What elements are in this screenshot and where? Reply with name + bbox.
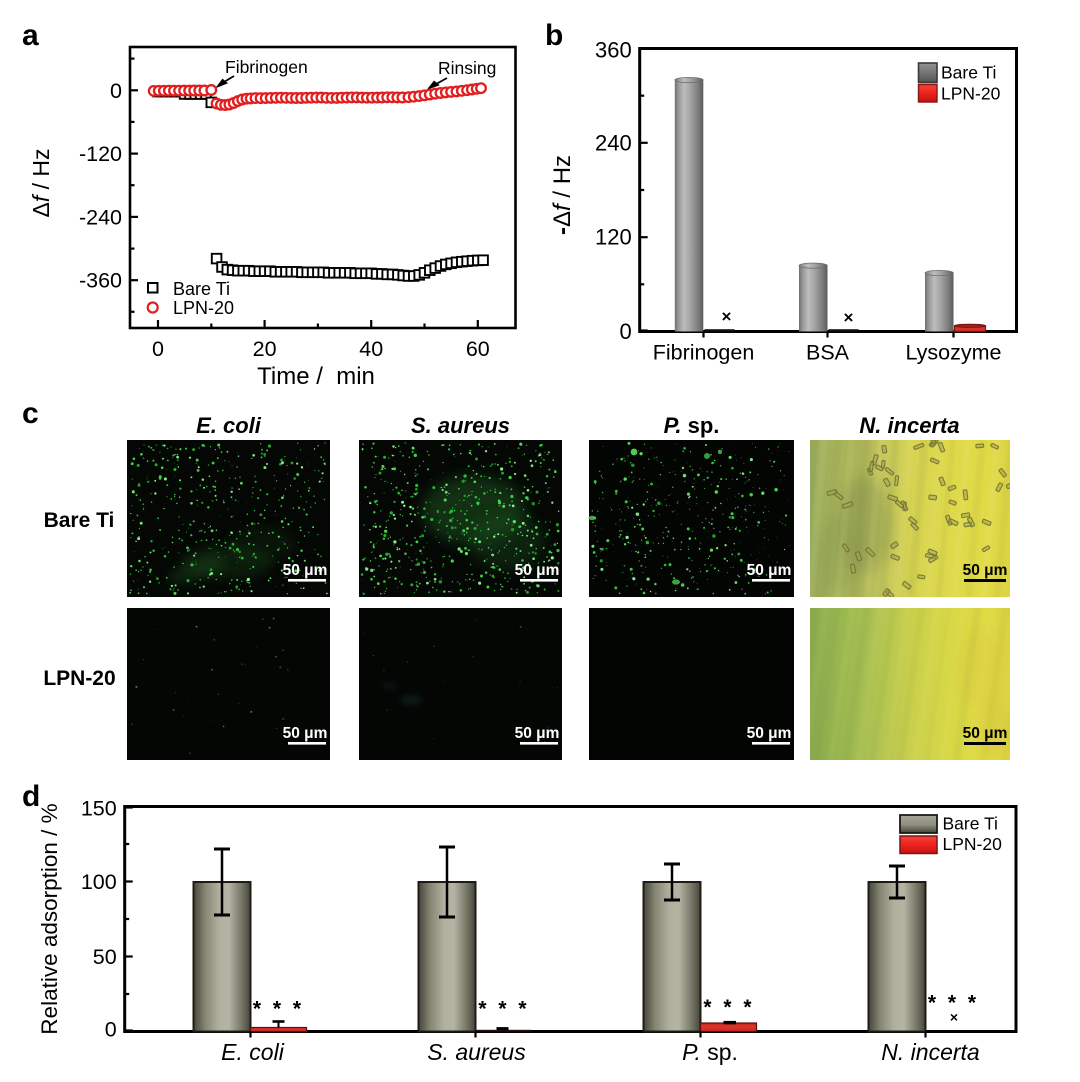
svg-text:Fibrinogen: Fibrinogen [225,57,308,77]
svg-text:0: 0 [110,79,122,103]
svg-text:×: × [722,307,732,326]
svg-text:0: 0 [619,319,631,344]
svg-text:E. coli: E. coli [196,413,262,438]
svg-text:50 μm: 50 μm [747,725,792,742]
svg-text:×: × [844,308,854,327]
svg-text:d: d [22,780,40,813]
svg-text:Rinsing: Rinsing [438,58,496,78]
svg-text:Bare Ti: Bare Ti [943,814,998,834]
svg-text:Δf / Hz: Δf / Hz [28,148,54,217]
svg-text:50 μm: 50 μm [963,725,1008,742]
svg-text:-240: -240 [79,205,122,229]
svg-text:P. sp.: P. sp. [664,413,720,438]
svg-text:-Δf / Hz: -Δf / Hz [549,155,576,235]
svg-text:Bare Ti: Bare Ti [44,509,115,532]
svg-text:100: 100 [81,870,117,894]
svg-text:50: 50 [93,945,117,969]
svg-text:E. coli: E. coli [221,1039,285,1065]
svg-text:LPN-20: LPN-20 [43,667,115,690]
svg-text:Fibrinogen: Fibrinogen [653,341,755,365]
svg-text:0: 0 [152,337,164,361]
svg-text:* * *: * * * [928,992,979,1015]
svg-text:40: 40 [359,337,383,361]
svg-text:LPN-20: LPN-20 [173,298,234,318]
svg-text:240: 240 [595,130,632,155]
svg-text:0: 0 [105,1018,117,1042]
svg-text:* * *: * * * [253,998,304,1021]
svg-text:Relative adsorption / %: Relative adsorption / % [37,803,62,1034]
svg-text:a: a [22,19,39,52]
svg-text:50 μm: 50 μm [515,562,560,579]
svg-text:LPN-20: LPN-20 [941,84,1001,104]
svg-text:120: 120 [595,225,632,250]
svg-text:Lysozyme: Lysozyme [906,341,1002,365]
svg-text:N. incerta: N. incerta [859,413,959,438]
svg-text:Bare Ti: Bare Ti [173,279,230,299]
svg-text:-360: -360 [79,269,122,293]
svg-text:Bare Ti: Bare Ti [941,63,996,83]
svg-text:P. sp.: P. sp. [682,1039,738,1065]
svg-text:c: c [22,397,39,430]
svg-text:50 μm: 50 μm [283,725,328,742]
svg-text:360: 360 [595,38,632,63]
svg-text:BSA: BSA [806,341,850,365]
svg-text:b: b [545,19,563,52]
svg-text:50 μm: 50 μm [283,562,328,579]
svg-text:×: × [950,1009,958,1025]
svg-text:* * *: * * * [478,998,529,1021]
svg-text:-120: -120 [79,142,122,166]
svg-text:N. incerta: N. incerta [881,1039,979,1065]
svg-text:LPN-20: LPN-20 [943,834,1003,854]
svg-text:50 μm: 50 μm [515,725,560,742]
svg-text:50 μm: 50 μm [747,562,792,579]
svg-text:20: 20 [253,337,277,361]
svg-text:60: 60 [466,337,490,361]
svg-text:* * *: * * * [703,996,754,1019]
svg-text:S. aureus: S. aureus [411,413,510,438]
svg-text:Time / min: Time / min [257,363,375,390]
svg-text:S. aureus: S. aureus [427,1039,526,1065]
svg-text:50 μm: 50 μm [963,562,1008,579]
svg-text:150: 150 [81,797,117,821]
